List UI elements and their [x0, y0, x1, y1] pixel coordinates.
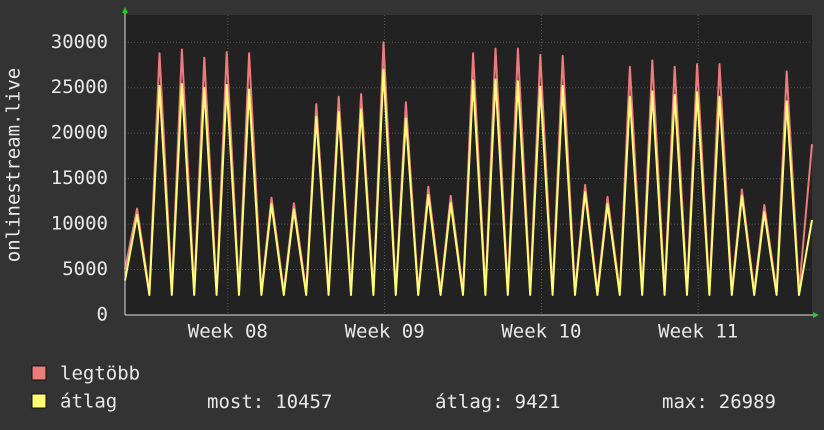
stat-label: átlag:	[435, 391, 504, 413]
y-tick-label: 5000	[62, 258, 108, 280]
stat-value: 9421	[515, 391, 561, 413]
x-tick-label: Week 08	[188, 321, 268, 343]
y-tick-label: 10000	[51, 213, 108, 235]
x-tick-label: Week 09	[345, 321, 425, 343]
stat: átlag: 9421	[435, 391, 560, 413]
y-tick-label: 25000	[51, 76, 108, 98]
stat: max: 26989	[662, 391, 776, 413]
x-tick-label: Week 11	[658, 321, 738, 343]
y-tick-label: 30000	[51, 31, 108, 53]
x-arrow	[813, 312, 819, 318]
stat: most: 10457	[207, 391, 332, 413]
legend-swatch	[31, 393, 47, 409]
x-tick-label: Week 10	[501, 321, 581, 343]
stat-value: 10457	[275, 391, 332, 413]
stat-label: most:	[207, 391, 264, 413]
y-tick-label: 20000	[51, 122, 108, 144]
legend-swatch	[31, 365, 47, 381]
y-tick-label: 15000	[51, 167, 108, 189]
series-line	[124, 68, 813, 296]
y-axis-label: onlinestream.live	[3, 68, 25, 262]
y-arrow	[122, 7, 128, 13]
legend-label: átlag	[60, 391, 117, 413]
stat-label: max:	[662, 391, 708, 413]
stat-value: 26989	[719, 391, 776, 413]
y-tick-label: 0	[97, 304, 108, 326]
legend-label: legtöbb	[60, 363, 140, 385]
